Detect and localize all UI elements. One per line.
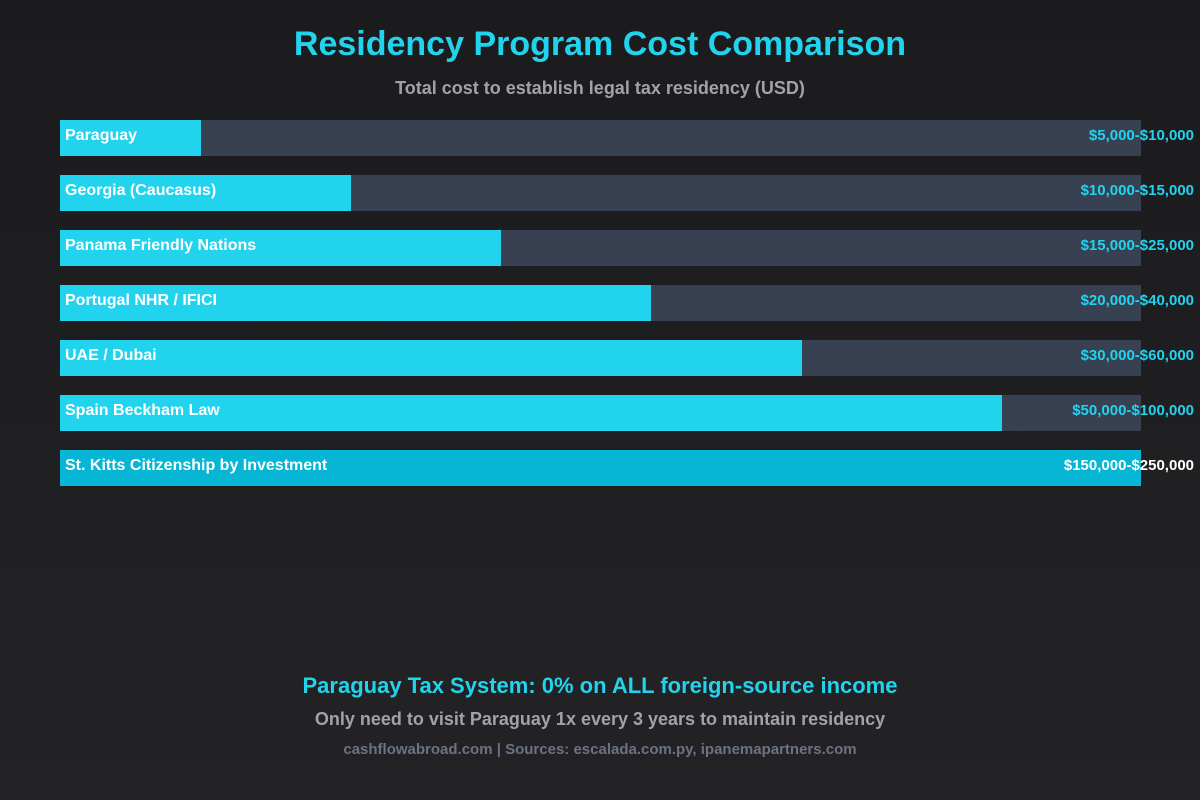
bar-value-label: $15,000-$25,000 [1081,237,1194,254]
bar-value-label: $20,000-$40,000 [1081,292,1194,309]
chart-subtitle: Total cost to establish legal tax reside… [395,78,805,98]
bar-row: Panama Friendly Nations $15,000-$25,000 [60,230,1194,266]
bar-category-label: Georgia (Caucasus) [65,182,216,199]
bar [60,175,351,211]
bar-category-label: Paraguay [65,127,137,144]
chart-title: Residency Program Cost Comparison [293,25,907,63]
bar-category-label: Portugal NHR / IFICI [65,292,217,309]
bar [60,285,651,321]
bar-row: Paraguay $5,000-$10,000 [60,120,1194,156]
bar-value-label: $50,000-$100,000 [1072,402,1194,419]
bar-category-label: UAE / Dubai [65,347,157,364]
footer-highlight: Paraguay Tax System: 0% on ALL foreign-s… [302,673,898,698]
bar-row: Georgia (Caucasus) $10,000-$15,000 [60,175,1194,211]
bar-row: Spain Beckham Law $50,000-$100,000 [60,395,1194,431]
bar [60,340,802,376]
bar [60,120,201,156]
bar-category-label: Panama Friendly Nations [65,237,256,254]
bar-category-label: Spain Beckham Law [65,402,220,419]
bar [60,450,1141,486]
bar [60,230,501,266]
bar-value-label: $10,000-$15,000 [1081,182,1194,199]
bar-row: Portugal NHR / IFICI $20,000-$40,000 [60,285,1194,321]
footer-note: Only need to visit Paraguay 1x every 3 y… [314,709,886,729]
bar [60,395,1002,431]
bar-row: St. Kitts Citizenship by Investment $150,… [60,450,1194,486]
bar-category-label: St. Kitts Citizenship by Investment [65,457,328,474]
bar-value-label: $5,000-$10,000 [1089,127,1194,144]
bar-value-label: $30,000-$60,000 [1081,347,1194,364]
bar-value-label: $150,000-$250,000 [1064,457,1194,474]
bar-row: UAE / Dubai $30,000-$60,000 [60,340,1194,376]
footer-source: cashflowabroad.com | Sources: escalada.c… [343,741,857,758]
bar-track [60,120,1141,156]
